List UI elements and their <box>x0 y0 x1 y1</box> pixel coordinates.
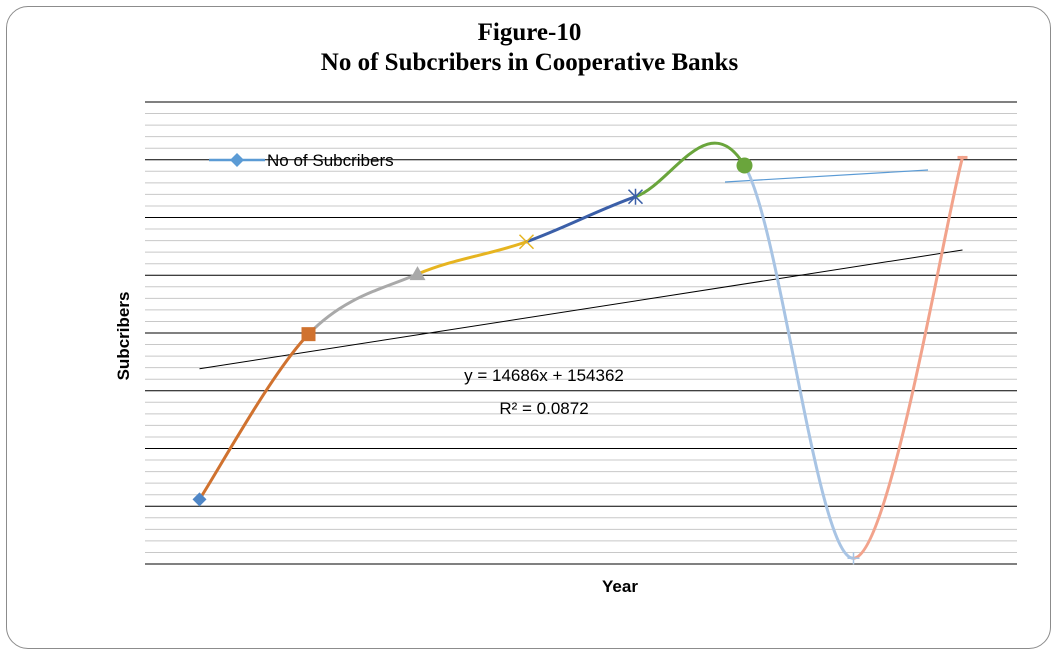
data-point-circle <box>736 157 753 174</box>
trendline <box>199 249 963 370</box>
series-segment <box>743 164 855 560</box>
trendline-equation-text: y = 14686x + 154362 <box>464 366 624 385</box>
data-point-plus <box>847 552 860 565</box>
minor-gridlines <box>145 113 1017 553</box>
series-segment <box>634 141 746 199</box>
chart-title-line2: No of Subcribers in Cooperative Banks <box>320 49 739 76</box>
legend: No of Subcribers <box>209 151 394 170</box>
series-segment <box>525 195 637 244</box>
legend-label: No of Subcribers <box>267 151 394 170</box>
series-line-group <box>198 141 964 560</box>
data-point-star <box>627 188 644 205</box>
trendline-equation: y = 14686x + 154362 R² = 0.0872 <box>464 366 624 418</box>
major-gridlines <box>145 101 1017 565</box>
series-segment <box>198 332 310 501</box>
data-point-square <box>301 327 316 342</box>
legend-line-extension <box>724 169 929 183</box>
x-axis-label: Year <box>602 577 638 596</box>
data-point-x <box>518 234 535 250</box>
chart-title-line1: Figure-10 <box>477 19 582 46</box>
marker-group <box>192 155 968 565</box>
series-segment <box>416 240 528 276</box>
data-point-diamond <box>192 492 207 507</box>
chart-title: Figure-10 No of Subcribers in Cooperativ… <box>0 18 1059 78</box>
trendline-r2-text: R² = 0.0872 <box>499 399 588 418</box>
series-segment <box>852 155 964 560</box>
series-segment <box>307 272 419 336</box>
data-point-triangle <box>409 266 426 281</box>
trendline-group <box>199 169 963 370</box>
legend-marker-diamond <box>230 153 244 167</box>
